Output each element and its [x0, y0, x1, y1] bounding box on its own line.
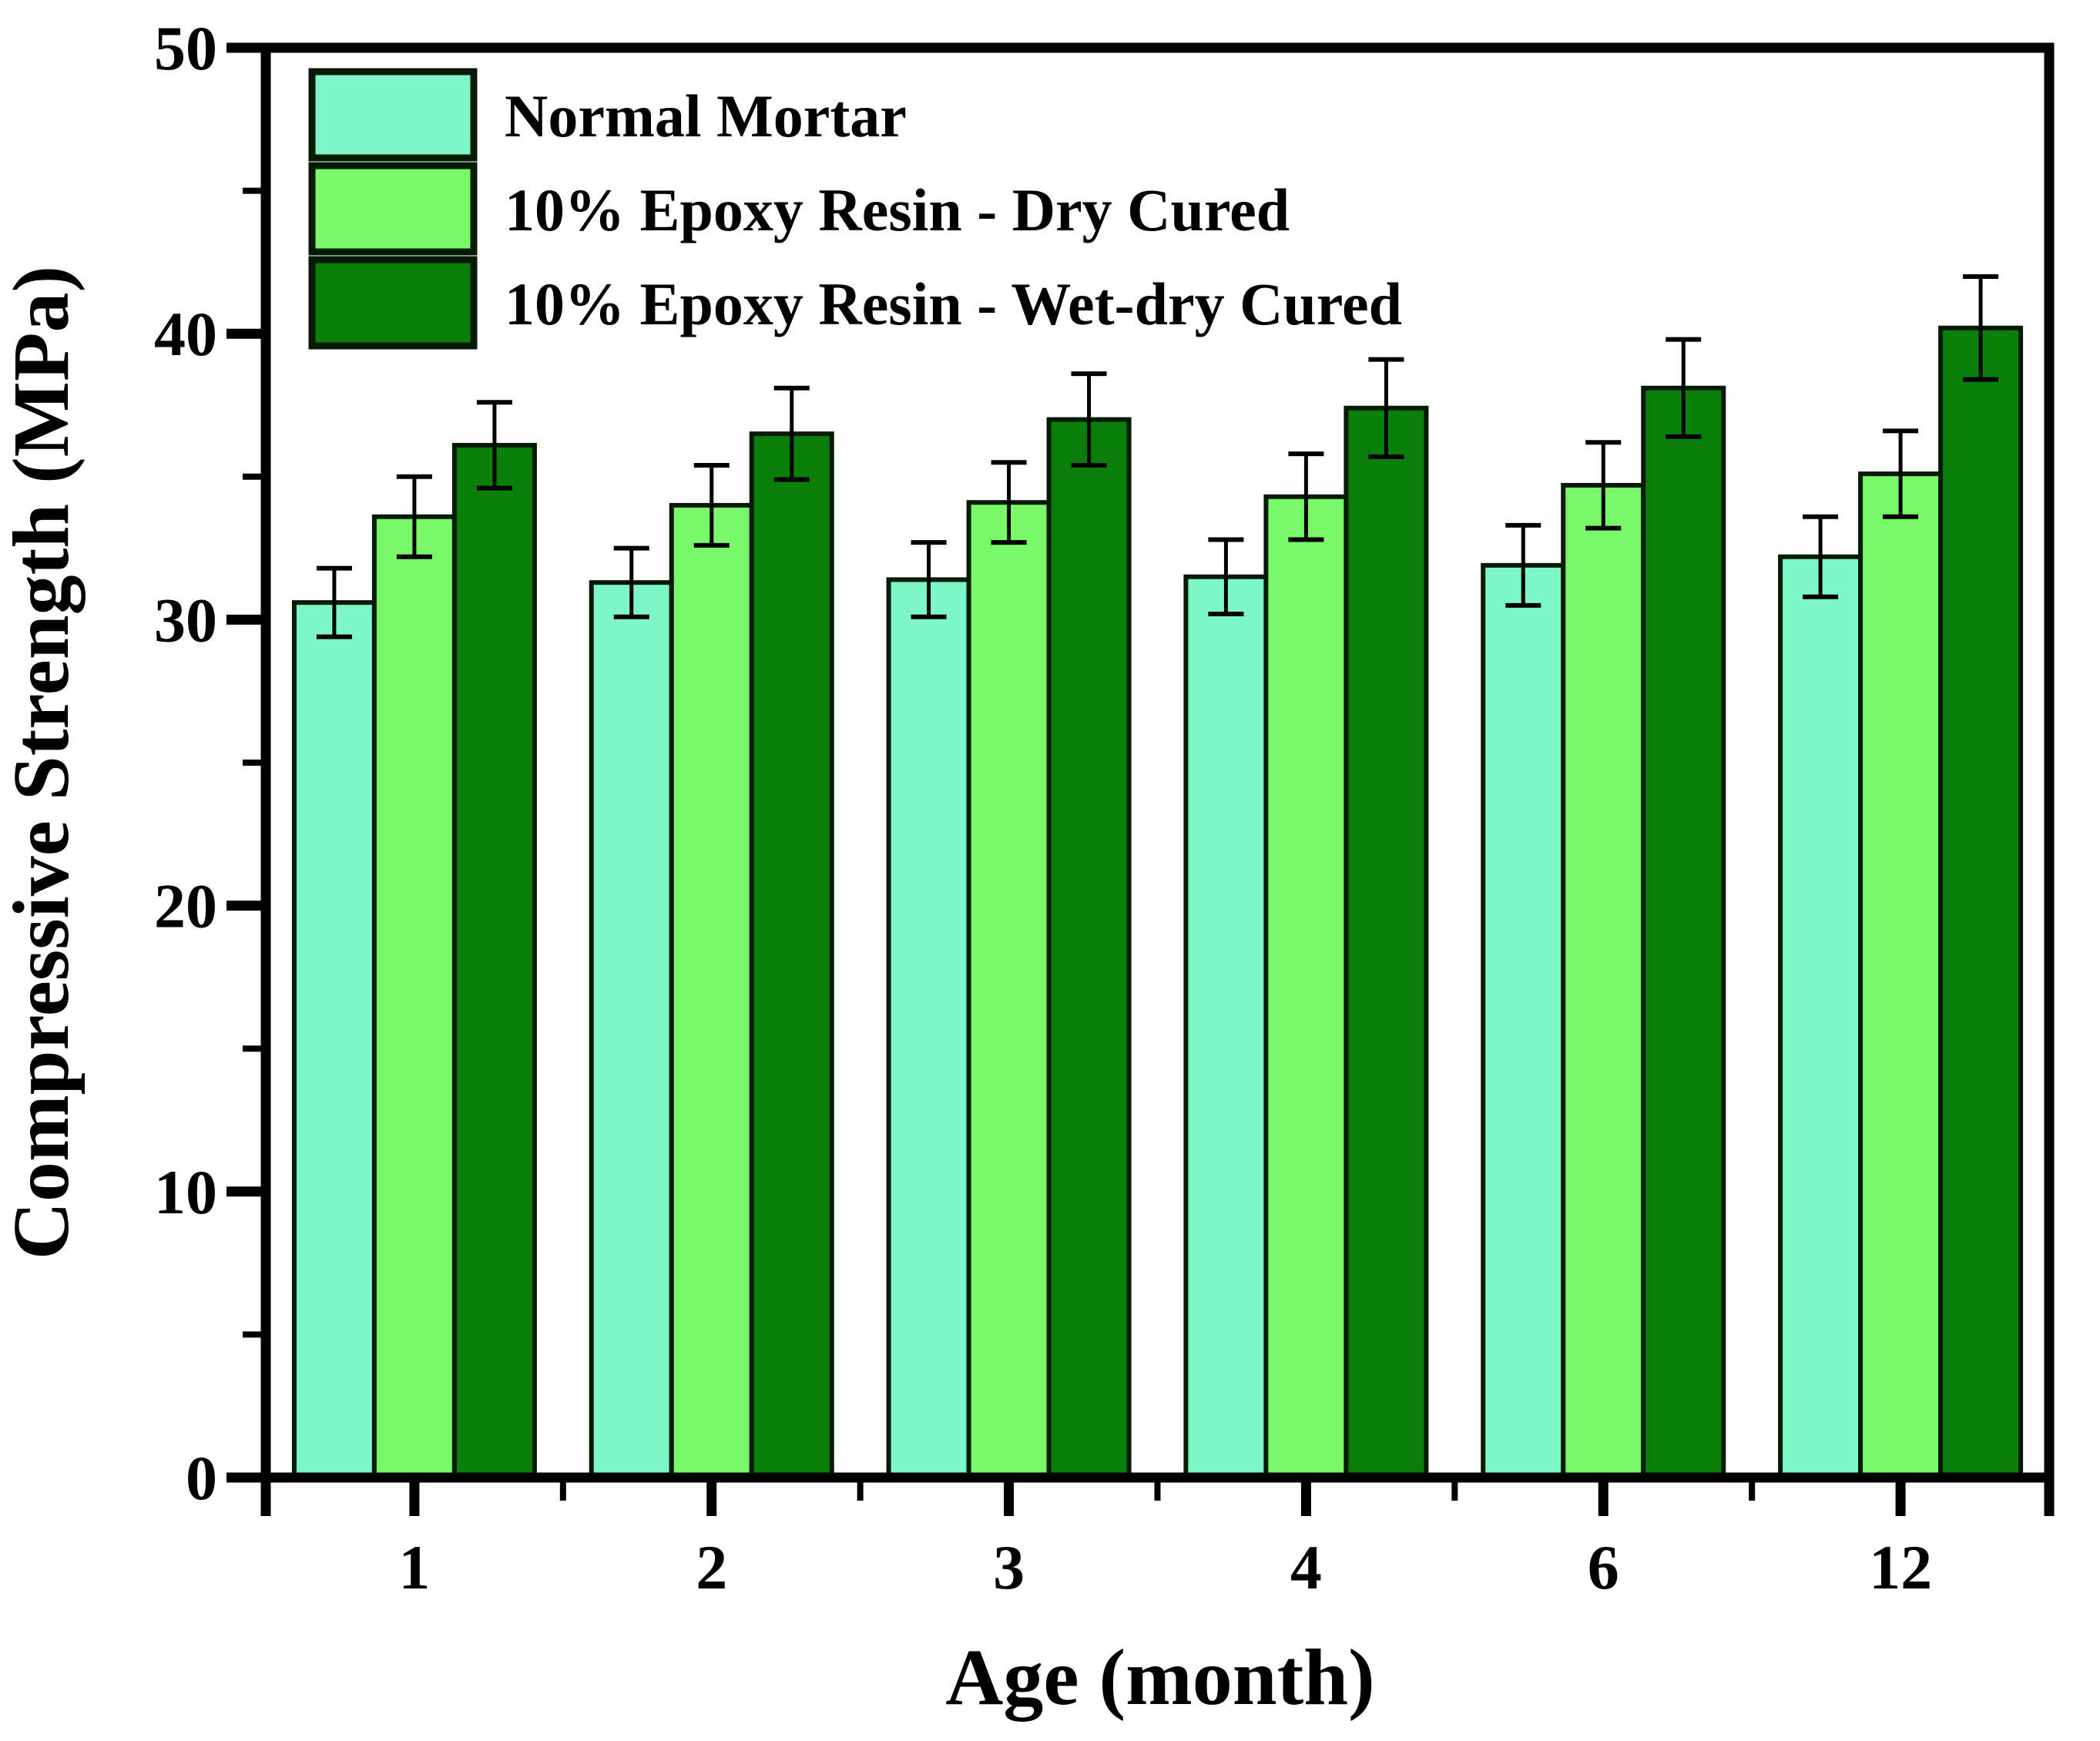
- bar-series3-month6: [1641, 385, 1726, 1480]
- bar-series3-month12: [1938, 325, 2024, 1480]
- y-axis-tick-label: 0: [186, 1443, 217, 1513]
- legend-swatch: [308, 68, 478, 162]
- bar-series3-month2: [749, 431, 834, 1480]
- bar-series3-month3: [1046, 417, 1132, 1480]
- bars-layer: [291, 325, 2024, 1481]
- x-axis-tick-label: 1: [398, 1532, 430, 1602]
- bar-series2-month1: [371, 514, 457, 1481]
- bar-series2-month12: [1858, 471, 1944, 1480]
- legend-swatch: [308, 256, 478, 350]
- bar-series2-month4: [1263, 494, 1349, 1480]
- y-axis-tick-label: 30: [154, 585, 217, 655]
- x-axis-tick-label: 12: [1869, 1532, 1932, 1602]
- bar-series1-month4: [1183, 574, 1269, 1480]
- legend-item: 10% Epoxy Resin - Dry Cured: [308, 162, 1290, 256]
- legend-label: Normal Mortar: [505, 82, 907, 149]
- legend-item: Normal Mortar: [308, 68, 907, 162]
- bar-series1-month3: [886, 577, 971, 1480]
- bar-series1-month12: [1778, 554, 1863, 1481]
- bar-series2-month6: [1561, 482, 1646, 1480]
- bar-series3-month1: [451, 442, 537, 1480]
- legend-swatch: [308, 162, 478, 256]
- legend-item: 10% Epoxy Resin - Wet-dry Cured: [308, 256, 1402, 350]
- x-axis-tick-label: 3: [993, 1532, 1025, 1602]
- plot-frame: [260, 42, 2055, 1483]
- y-axis-title: Compressive Strength (MPa): [0, 266, 86, 1260]
- x-axis-title: Age (month): [945, 1633, 1374, 1722]
- bar-series1-month6: [1481, 562, 1566, 1481]
- x-axis-tick-label: 2: [696, 1532, 727, 1602]
- y-axis-tick-label: 10: [154, 1157, 217, 1227]
- legend-label: 10% Epoxy Resin - Wet-dry Cured: [505, 270, 1402, 337]
- bar-series3-month4: [1344, 405, 1429, 1480]
- error-bars-layer: [316, 273, 1999, 639]
- x-axis-tick-label: 4: [1290, 1532, 1322, 1602]
- bar-series1-month1: [291, 600, 377, 1480]
- bar-series2-month3: [966, 500, 1052, 1480]
- bar-series2-month2: [669, 502, 754, 1480]
- y-axis-tick-label: 20: [154, 871, 217, 941]
- y-axis-tick-label: 50: [154, 13, 217, 83]
- x-axis-tick-label: 6: [1588, 1532, 1619, 1602]
- bar-series1-month2: [589, 580, 674, 1480]
- legend-label: 10% Epoxy Resin - Dry Cured: [505, 176, 1290, 243]
- y-axis-tick-label: 40: [154, 299, 217, 369]
- legend: Normal Mortar 10% Epoxy Resin - Dry Cured…: [308, 68, 1402, 350]
